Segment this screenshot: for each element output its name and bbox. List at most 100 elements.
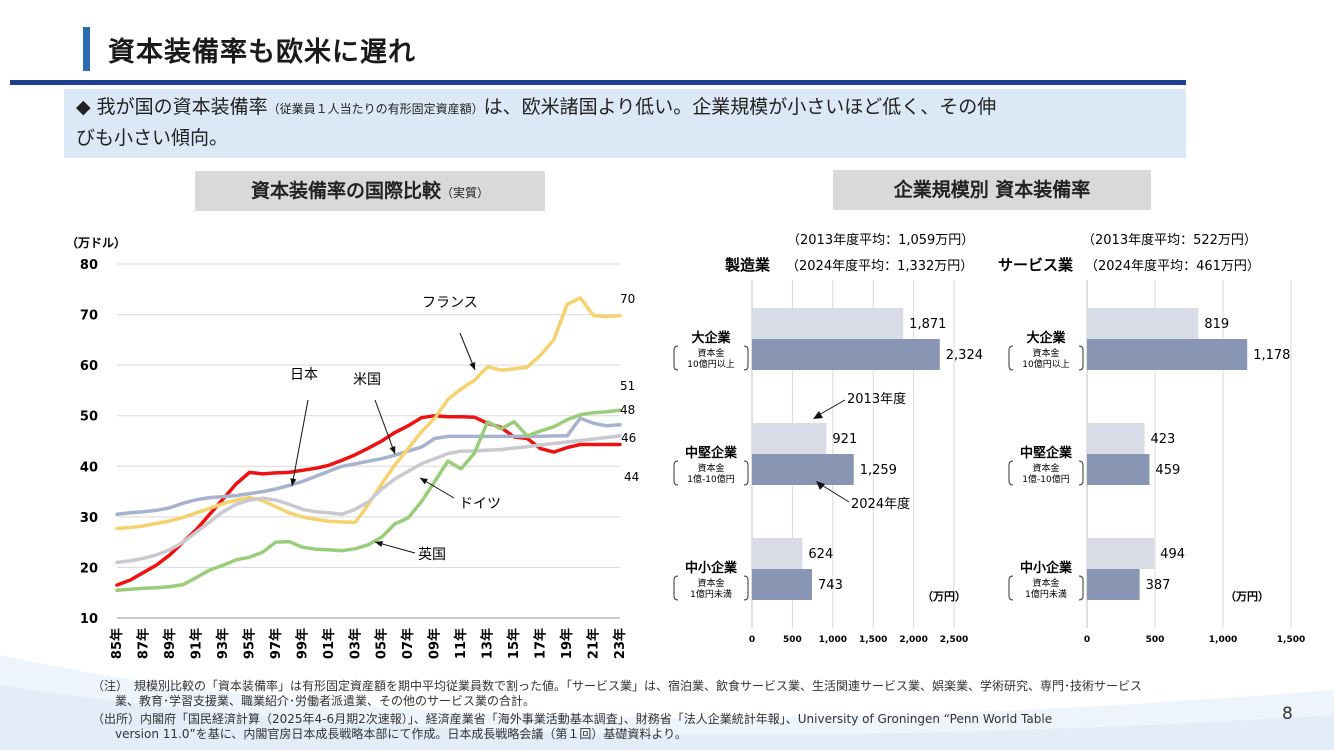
x-tick-label: 91年 [188,628,204,659]
series-end-label: 44 [624,470,639,484]
category-label: 大企業 [691,330,731,346]
bracket-left [1008,460,1014,486]
series-end-label: 46 [621,431,636,445]
bar-2024年度 [752,339,940,370]
bar-2013年度 [752,423,827,454]
service-bar-chart: （2013年度平均：522万円） サービス業 （2024年度平均：461万円） 0 50… [998,232,1305,645]
industry-title: 製造業 [724,256,771,274]
bracket-left [673,575,679,601]
category-label: 中小企業 [1020,560,1073,576]
legend-arrow-head-2024 [816,481,825,490]
bracket-right [1078,345,1084,371]
legend-arrow-2013 [816,399,846,417]
title-accent-bar [83,27,90,71]
bar-value-label: 624 [808,547,833,562]
bar-2013年度 [752,308,904,339]
average-2013-label: （2013年度平均：522万円） [1082,232,1257,248]
series-annotation-label: フランス [422,295,478,311]
category-detail-label: 資本金 [697,577,724,589]
x-tick-label: 93年 [215,628,231,659]
x-tick-label: 21年 [586,628,602,659]
x-tick-label: 0 [749,635,755,645]
annotation-arrow-head [469,362,476,370]
unit-label: （万円） [922,590,966,603]
legend-label-2024: 2024年度 [851,496,910,512]
bar-value-label: 423 [1151,432,1176,447]
bar-value-label: 1,871 [909,317,946,332]
x-tick-label: 85年 [109,628,125,659]
bar-value-label: 494 [1160,547,1185,562]
right-chart-subtitle: 企業規模別 資本装備率 [833,170,1151,210]
international-comparison-line-chart: （万ドル） 10 20 30 40 50 60 70 80 85年 87年 89年 91年 93年 95年 9… [66,235,639,659]
summary-box [64,89,1186,158]
x-tick-label: 2,500 [940,635,968,645]
category-detail-label: 1億-10億円 [1022,473,1069,485]
category-detail-label: 資本金 [1032,577,1059,589]
series-line-ドイツ [115,434,622,565]
x-tick-label: 1,500 [859,635,887,645]
bracket-left [1008,575,1014,601]
bar-value-label: 1,178 [1253,348,1290,363]
y-tick-label: 40 [80,460,98,475]
x-tick-label: 19年 [559,628,575,659]
category-detail-label: 資本金 [697,462,724,474]
bracket-right [743,345,749,371]
category-detail-label: 10億円以上 [687,358,734,370]
source-line-1: （出所）内閣府「国民経済計算（2025年4-6月期2次速報）」、経済産業省「海外… [92,712,1053,726]
x-tick-label: 23年 [612,628,628,659]
category-detail-label: 資本金 [1032,462,1059,474]
bar-value-label: 1,259 [860,463,897,478]
summary-small: （従業員１人当たりの有形固定資産額） [267,102,484,116]
bar-2013年度 [1087,538,1155,569]
legend-arrow-2024 [819,483,850,503]
summary-text: ◆ 我が国の資本装備率（従業員１人当たりの有形固定資産額）は、欧米諸国より低い。… [76,93,1176,153]
average-2024-label: （2024年度平均：461万円） [1085,258,1260,274]
bar-2024年度 [1087,339,1248,370]
bar-value-label: 921 [832,432,857,447]
category-label: 中堅企業 [685,445,738,461]
category-detail-label: 資本金 [1032,347,1059,359]
y-tick-label: 20 [80,561,98,576]
bracket-right [743,460,749,486]
bar-value-label: 459 [1155,463,1180,478]
bar-value-label: 819 [1204,317,1229,332]
annotation-arrow-head [290,478,297,486]
title-underline [10,80,1186,85]
manufacturing-bar-chart: （2013年度平均：1,059万円） 製造業 （2024年度平均：1,332万円） 0… [673,232,983,645]
series-line-英国 [115,408,622,592]
bracket-right [1078,460,1084,486]
annotation-arrow-head [375,540,383,547]
industry-title: サービス業 [998,256,1074,274]
x-tick-label: 05年 [374,628,390,659]
summary-line2: びも小さい傾向。 [76,127,229,149]
x-tick-label: 1,000 [1209,635,1237,645]
x-tick-label: 97年 [268,628,284,659]
bar-2024年度 [1087,454,1150,485]
bar-2024年度 [752,454,854,485]
bar-2024年度 [1087,569,1140,600]
bar-2013年度 [1087,308,1199,339]
note-line-1: （注） 規模別比較の「資本装備率」は有形固定資産額を期中平均従業員数で割った値。… [92,679,1143,693]
summary-rest: は、欧米諸国より低い。企業規模が小さいほど低く、その伸 [483,96,997,118]
x-tick-label: 95年 [241,628,257,659]
series-annotation-label: 日本 [290,367,318,383]
y-axis-unit-label: （万ドル） [66,235,126,250]
bracket-right [743,575,749,601]
bar-2024年度 [752,569,813,600]
x-tick-label: 1,500 [1277,635,1305,645]
x-tick-label: 15年 [506,628,522,659]
x-tick-label: 01年 [321,628,337,659]
x-tick-label: 07年 [400,628,416,659]
annotation-arrow-line [374,399,396,455]
series-annotation-label: 米国 [353,372,381,388]
legend-label-2013: 2013年度 [847,391,906,407]
left-subtitle-small: （実質） [441,186,490,200]
average-2013-label: （2013年度平均：1,059万円） [787,232,974,248]
x-tick-label: 03年 [347,628,363,659]
series-line-米国 [115,416,622,517]
series-end-label: 51 [620,379,635,393]
category-detail-label: 1億-10億円 [687,473,734,485]
average-2024-label: （2024年度平均：1,332万円） [786,258,973,274]
x-tick-label: 11年 [453,628,469,659]
decorative-wave [0,655,1334,750]
